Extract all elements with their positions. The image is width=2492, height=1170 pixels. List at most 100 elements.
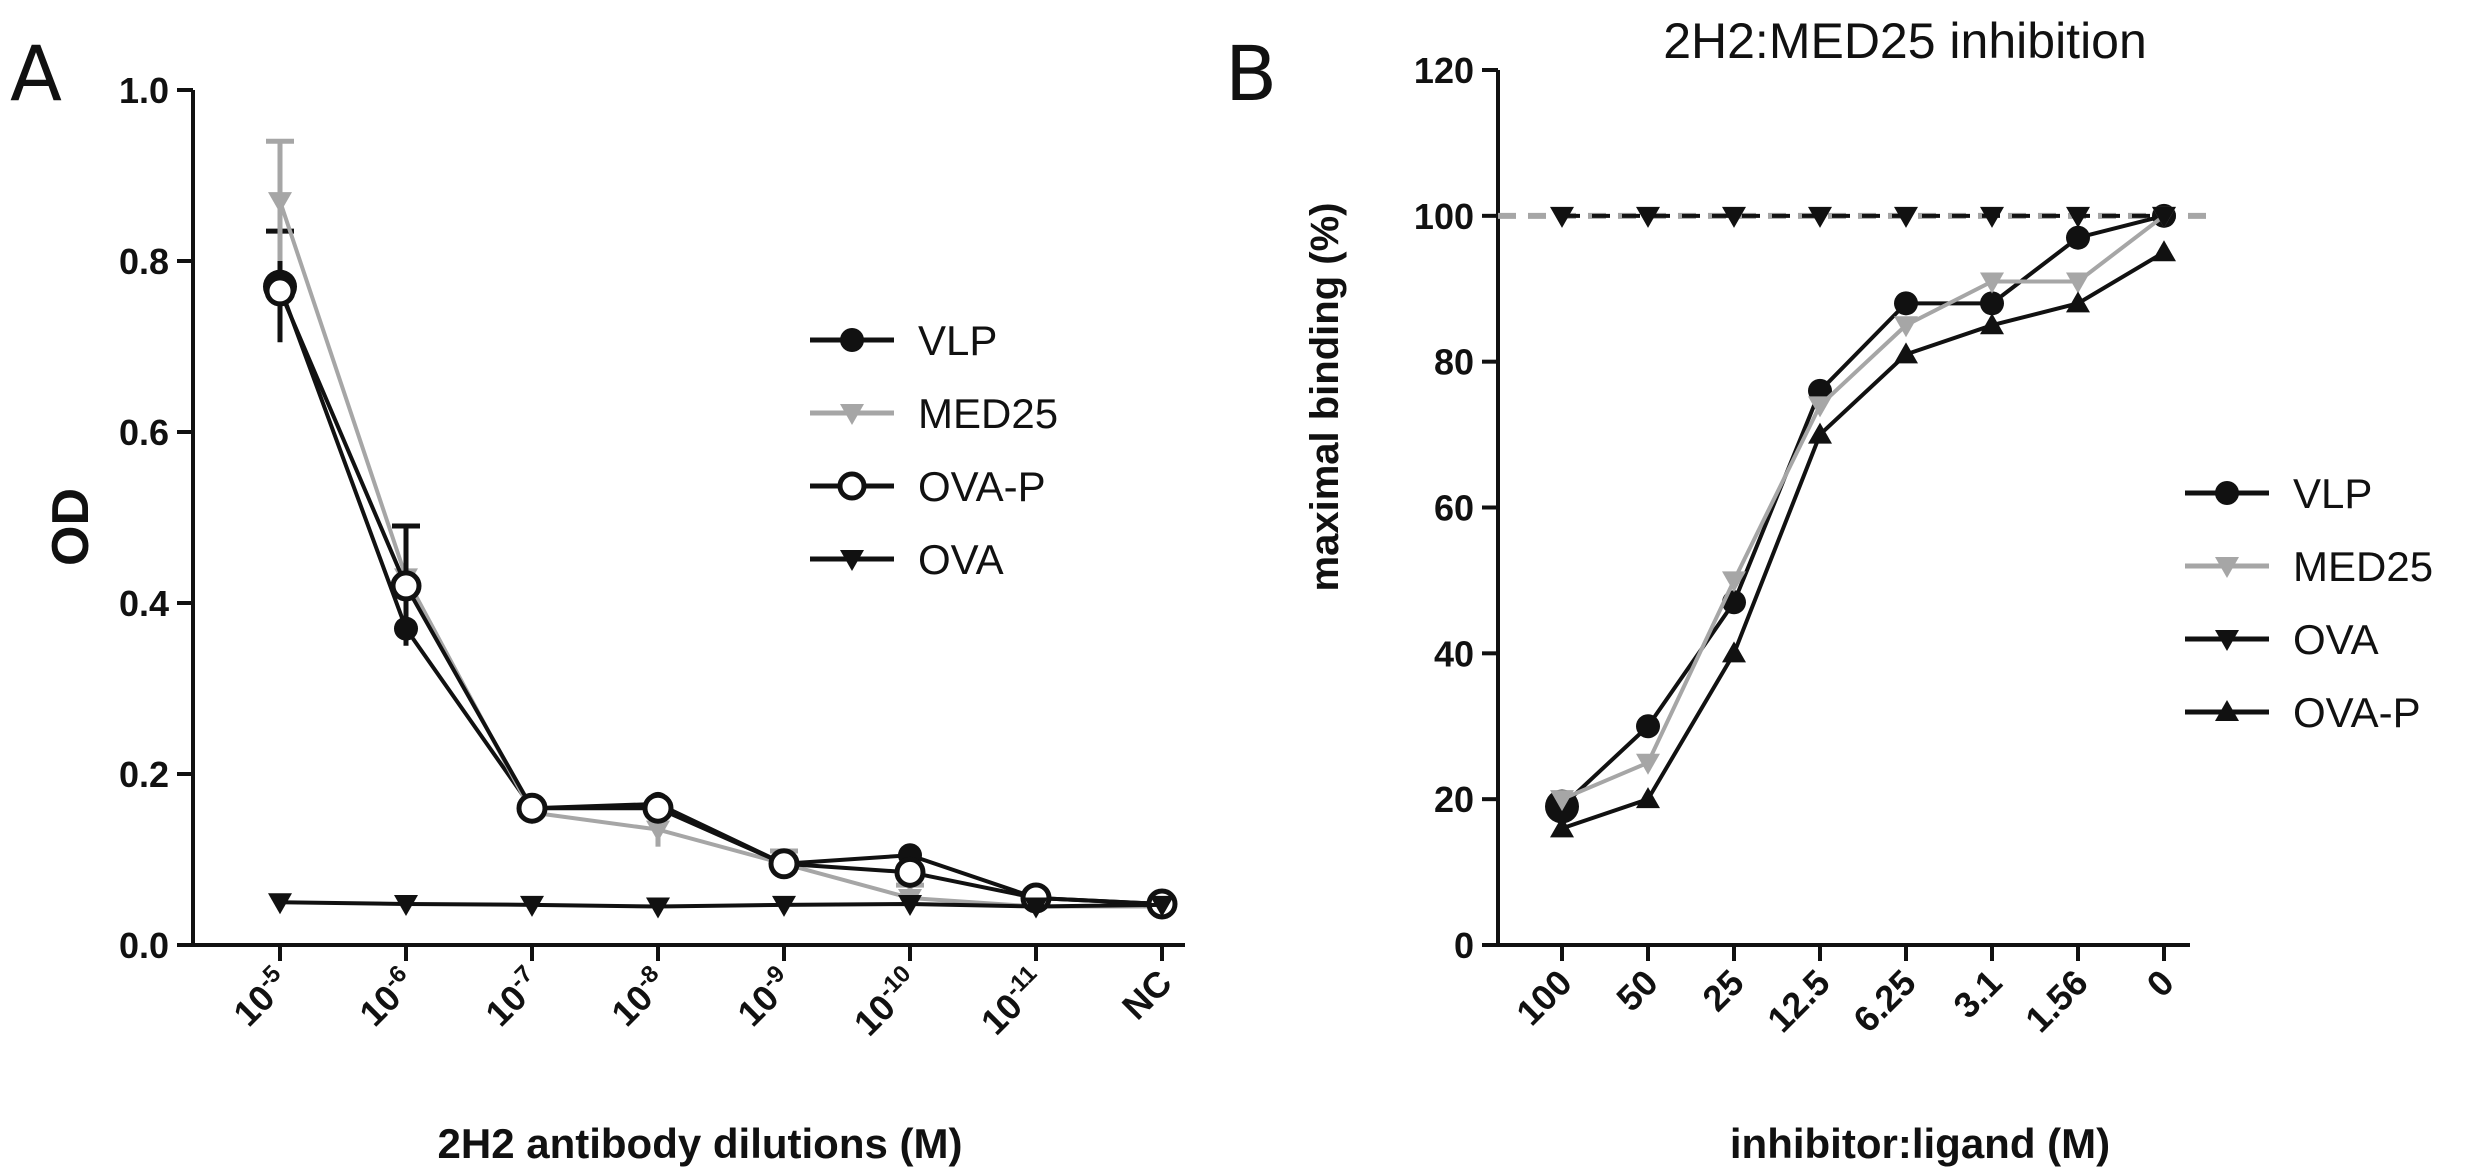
chart-b-title: 2H2:MED25 inhibition: [1663, 13, 2147, 69]
chart-a-data-point: [264, 275, 296, 307]
panel-a-letter: A: [10, 29, 62, 118]
chart-b-series-ova-p: [1550, 240, 2176, 838]
chart-b-data-point: [1722, 641, 1746, 663]
chart-b: 2H2:MED25 inhibition inhibitor:ligand (M…: [1303, 13, 2433, 1167]
chart-b-data-point: [1980, 272, 2004, 294]
chart-a-data-point: [1150, 895, 1174, 917]
chart-a-y-tick-label: 0.4: [119, 583, 169, 624]
chart-a-legend-label: MED25: [918, 390, 1058, 437]
chart-a-data-point: [646, 897, 670, 919]
chart-b-x-tick-label: 50: [1608, 962, 1665, 1019]
chart-a-data-point: [268, 893, 292, 915]
chart-a-data-point: [894, 856, 926, 888]
chart-a-data-point: [516, 792, 548, 824]
chart-b-legend-label: MED25: [2293, 543, 2433, 590]
chart-a-data-point: [520, 895, 544, 917]
chart-b-data-point: [1894, 206, 1918, 228]
chart-b-y-tick-label: 120: [1414, 50, 1474, 91]
chart-b-data-point: [2152, 206, 2176, 228]
chart-a-data-point: [772, 895, 796, 917]
chart-a-x-tick-label: 10-7: [476, 960, 550, 1034]
chart-b-x-tick-label: 25: [1694, 962, 1751, 1019]
chart-b-legend-label: VLP: [2293, 470, 2372, 517]
chart-a-legend-label: VLP: [918, 317, 997, 364]
chart-a-y-label: OD: [42, 488, 100, 566]
chart-a-x-tick-label: 10-9: [728, 960, 802, 1034]
chart-b-series-line: [1561, 214, 2166, 802]
chart-b-data-point: [1980, 313, 2004, 335]
chart-b-data-point: [1550, 206, 1574, 228]
chart-a-series-ova: [268, 893, 1174, 919]
chart-b-data-point: [1808, 206, 1832, 228]
chart-b-data-point: [1980, 291, 2004, 316]
chart-a-data-point: [642, 792, 674, 824]
chart-a-series-ova-p: [264, 275, 1178, 920]
chart-a-x-tick-label: 10-5: [224, 960, 298, 1034]
chart-a-y-tick-label: 0.6: [119, 412, 169, 453]
chart-b-legend-label: OVA: [2293, 616, 2379, 663]
chart-b-legend-marker: [2215, 700, 2239, 721]
chart-a-data-point: [646, 820, 670, 842]
chart-b-x-tick-label: 12.5: [1759, 962, 1838, 1041]
chart-a-data-point: [268, 192, 292, 214]
chart-a-series-line: [278, 290, 1163, 906]
chart-b-series-line: [1561, 250, 2166, 831]
chart-a-data-point: [394, 894, 418, 916]
chart-a-x-tick-label: 10-11: [971, 960, 1053, 1042]
chart-b-legend-marker: [2215, 630, 2239, 651]
chart-b-data-point: [1636, 206, 1660, 228]
chart-a-y-tick-label: 0.2: [119, 754, 169, 795]
chart-a-series-line: [278, 200, 1162, 909]
chart-b-y-tick-label: 80: [1434, 342, 1474, 383]
chart-b-series-vlp: [1545, 203, 2176, 824]
chart-b-x-tick-label: 100: [1508, 962, 1579, 1033]
chart-b-legend-item: OVA: [2185, 616, 2379, 663]
chart-b-data-point: [2066, 291, 2090, 313]
chart-b-data-point: [1808, 422, 1832, 444]
chart-a-x-tick-label: 10-6: [350, 960, 424, 1034]
chart-b-legend-item: OVA-P: [2185, 689, 2421, 736]
chart-a-x-tick-label: 10-8: [602, 960, 676, 1034]
chart-b-y-tick-label: 0: [1454, 925, 1474, 966]
chart-b-x-label: inhibitor:ligand (M): [1730, 1120, 2110, 1167]
chart-b-data-point: [2152, 240, 2176, 262]
chart-a-data-point: [898, 894, 922, 916]
chart-a-series-med25: [266, 138, 1174, 919]
chart-a-legend-marker: [840, 404, 864, 425]
chart-b-y-tick-label: 100: [1414, 196, 1474, 237]
chart-b-y-label: maximal binding (%): [1303, 203, 1347, 592]
chart-b-x-tick-label: 0: [2139, 962, 2182, 1005]
chart-b-data-point: [2066, 225, 2090, 250]
chart-b-x-tick-label: 1.56: [2017, 962, 2096, 1041]
chart-a-x-label: 2H2 antibody dilutions (M): [438, 1120, 963, 1167]
chart-b-series-ova: [1550, 206, 2176, 228]
chart-b-x-tick-label: 3.1: [1945, 962, 2009, 1026]
chart-b-data-point: [1894, 342, 1918, 364]
chart-a-data-point: [768, 848, 800, 880]
chart-a-data-point: [1024, 897, 1048, 919]
chart-b-legend: VLP MED25 OVA OVA-P: [2185, 470, 2433, 736]
chart-a-legend-marker: [840, 328, 864, 352]
chart-b-data-point: [1808, 396, 1832, 418]
chart-a-legend-marker: [837, 471, 867, 501]
chart-a-legend-item: OVA: [810, 536, 1004, 583]
chart-b-data-point: [2066, 206, 2090, 228]
chart-a-legend-marker: [840, 550, 864, 571]
chart-b-x-tick-label: 6.25: [1845, 962, 1924, 1041]
chart-b-series-line: [1560, 213, 2165, 808]
chart-a-data-point: [390, 570, 422, 602]
chart-b-data-point: [1894, 291, 1918, 316]
chart-a-series-line: [279, 900, 1163, 909]
chart-a-y-tick-label: 0.8: [119, 241, 169, 282]
chart-b-data-point: [1550, 816, 1574, 838]
chart-b-data-point: [1636, 714, 1660, 739]
chart-a-legend-item: VLP: [810, 317, 997, 364]
chart-b-y-tick-label: 60: [1434, 488, 1474, 529]
chart-b-data-point: [1636, 787, 1660, 809]
chart-b-legend-label: OVA-P: [2293, 689, 2421, 736]
chart-a-legend-item: OVA-P: [810, 463, 1046, 510]
chart-b-data-point: [1636, 753, 1660, 775]
chart-a: 2H2 antibody dilutions (M) OD 0.0 0.2 0.4 0…: [42, 70, 1185, 1167]
chart-b-legend-marker: [2215, 557, 2239, 578]
